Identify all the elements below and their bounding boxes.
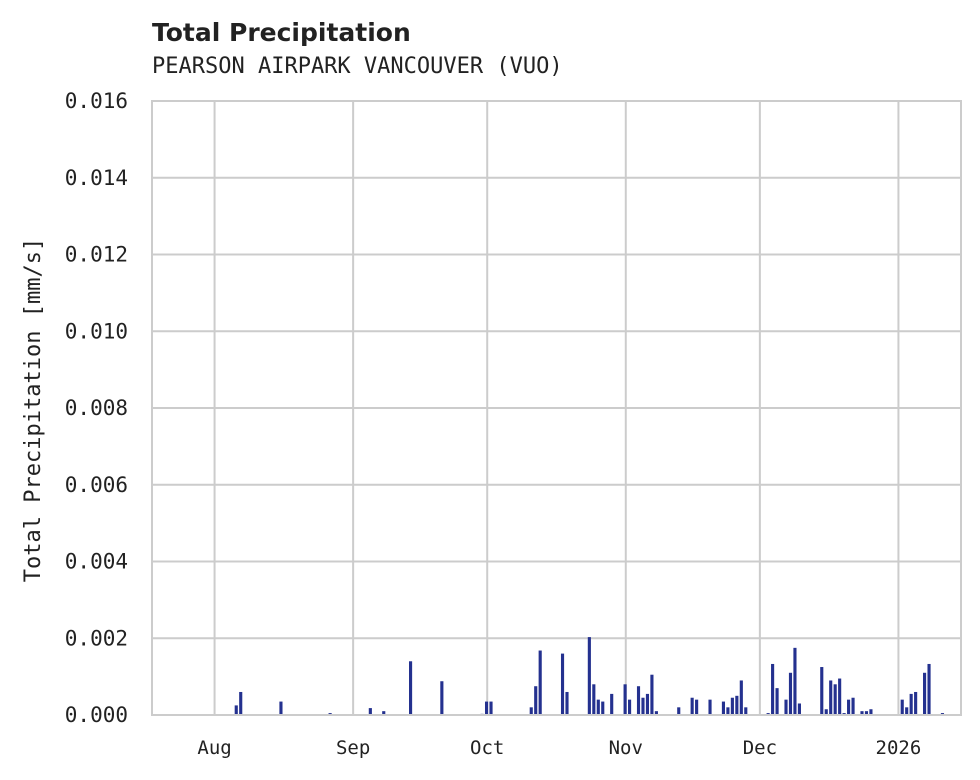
precip-bar — [677, 707, 681, 715]
x-tick-label: Dec — [743, 737, 777, 759]
precip-bar — [851, 697, 855, 715]
y-tick-label: 0.016 — [65, 89, 128, 113]
grid-lines — [152, 100, 961, 716]
precip-bar — [784, 699, 788, 715]
precip-bar — [641, 697, 645, 715]
precip-bar — [905, 707, 909, 715]
precip-bar — [534, 686, 538, 715]
precip-bar — [744, 707, 748, 715]
precip-bar — [596, 699, 600, 715]
precip-bar — [587, 637, 591, 715]
chart-title: Total Precipitation — [152, 18, 411, 47]
precip-bar — [538, 650, 542, 715]
precip-bar — [721, 701, 726, 715]
precip-bar — [628, 699, 632, 715]
precip-bar — [864, 711, 869, 715]
precip-bar — [440, 681, 444, 715]
chart-subtitle: PEARSON AIRPARK VANCOUVER (VUO) — [152, 54, 563, 79]
precip-bar — [900, 699, 904, 715]
precip-bar — [788, 672, 793, 715]
precip-bar — [690, 697, 694, 715]
precip-bar — [610, 693, 614, 715]
precip-bar — [739, 680, 743, 715]
precipitation-bars — [234, 637, 945, 715]
precip-bar — [484, 701, 489, 715]
precip-bar — [489, 701, 493, 715]
precip-bar — [645, 693, 650, 715]
precip-bar — [927, 663, 931, 715]
y-axis-ticks: 0.000 0.002 0.004 0.006 0.008 0.010 0.012 0.014… — [65, 89, 128, 727]
precip-bar — [775, 688, 779, 715]
y-tick-label: 0.004 — [65, 550, 128, 574]
y-tick-label: 0.014 — [65, 166, 128, 190]
plot-frame — [151, 100, 962, 716]
precip-bar — [279, 701, 283, 715]
precip-bar — [829, 680, 833, 715]
y-tick-label: 0.006 — [65, 473, 128, 497]
precip-bar — [592, 684, 596, 715]
precip-bar — [565, 691, 569, 715]
precip-bar — [654, 711, 658, 715]
precip-bar — [909, 693, 913, 715]
y-tick-label: 0.008 — [65, 396, 128, 420]
precip-bar — [730, 697, 734, 715]
precip-bar — [914, 691, 918, 715]
precip-bar — [368, 708, 372, 715]
y-axis-label: Total Precipitation [mm/s] — [21, 238, 46, 582]
y-tick-label: 0.012 — [65, 243, 128, 267]
x-tick-label: Aug — [197, 737, 231, 759]
precip-bar — [923, 672, 927, 715]
precip-bar — [623, 684, 627, 715]
precip-bar — [860, 711, 864, 715]
precip-bar — [708, 699, 712, 715]
precip-bar — [824, 709, 828, 715]
precip-bar — [833, 684, 837, 715]
precip-bar — [793, 647, 797, 715]
precip-bar — [239, 691, 243, 715]
precip-bar — [847, 699, 851, 715]
precip-bar — [695, 699, 699, 715]
y-tick-label: 0.010 — [65, 319, 128, 343]
precip-bar — [797, 703, 801, 715]
x-axis-ticks: Aug Sep Oct Nov Dec 2026 — [197, 737, 921, 759]
precip-bar — [726, 707, 730, 715]
precip-bar — [771, 663, 775, 715]
x-tick-label: Oct — [470, 737, 504, 759]
precip-bar — [650, 674, 654, 715]
precip-bar — [560, 653, 565, 715]
y-tick-label: 0.002 — [65, 626, 128, 650]
precip-bar — [234, 705, 238, 715]
precip-bar — [601, 701, 605, 715]
precip-bar — [409, 661, 413, 715]
precip-bar — [382, 711, 386, 715]
precip-bar — [820, 667, 824, 715]
precip-bar — [636, 686, 641, 715]
precip-bar — [838, 678, 842, 715]
precip-bar — [529, 707, 533, 715]
x-tick-label: Nov — [609, 737, 643, 759]
x-tick-label: 2026 — [876, 737, 922, 759]
precip-bar — [735, 695, 739, 715]
precip-bar — [869, 709, 873, 715]
x-tick-label: Sep — [336, 737, 370, 759]
y-tick-label: 0.000 — [65, 703, 128, 727]
